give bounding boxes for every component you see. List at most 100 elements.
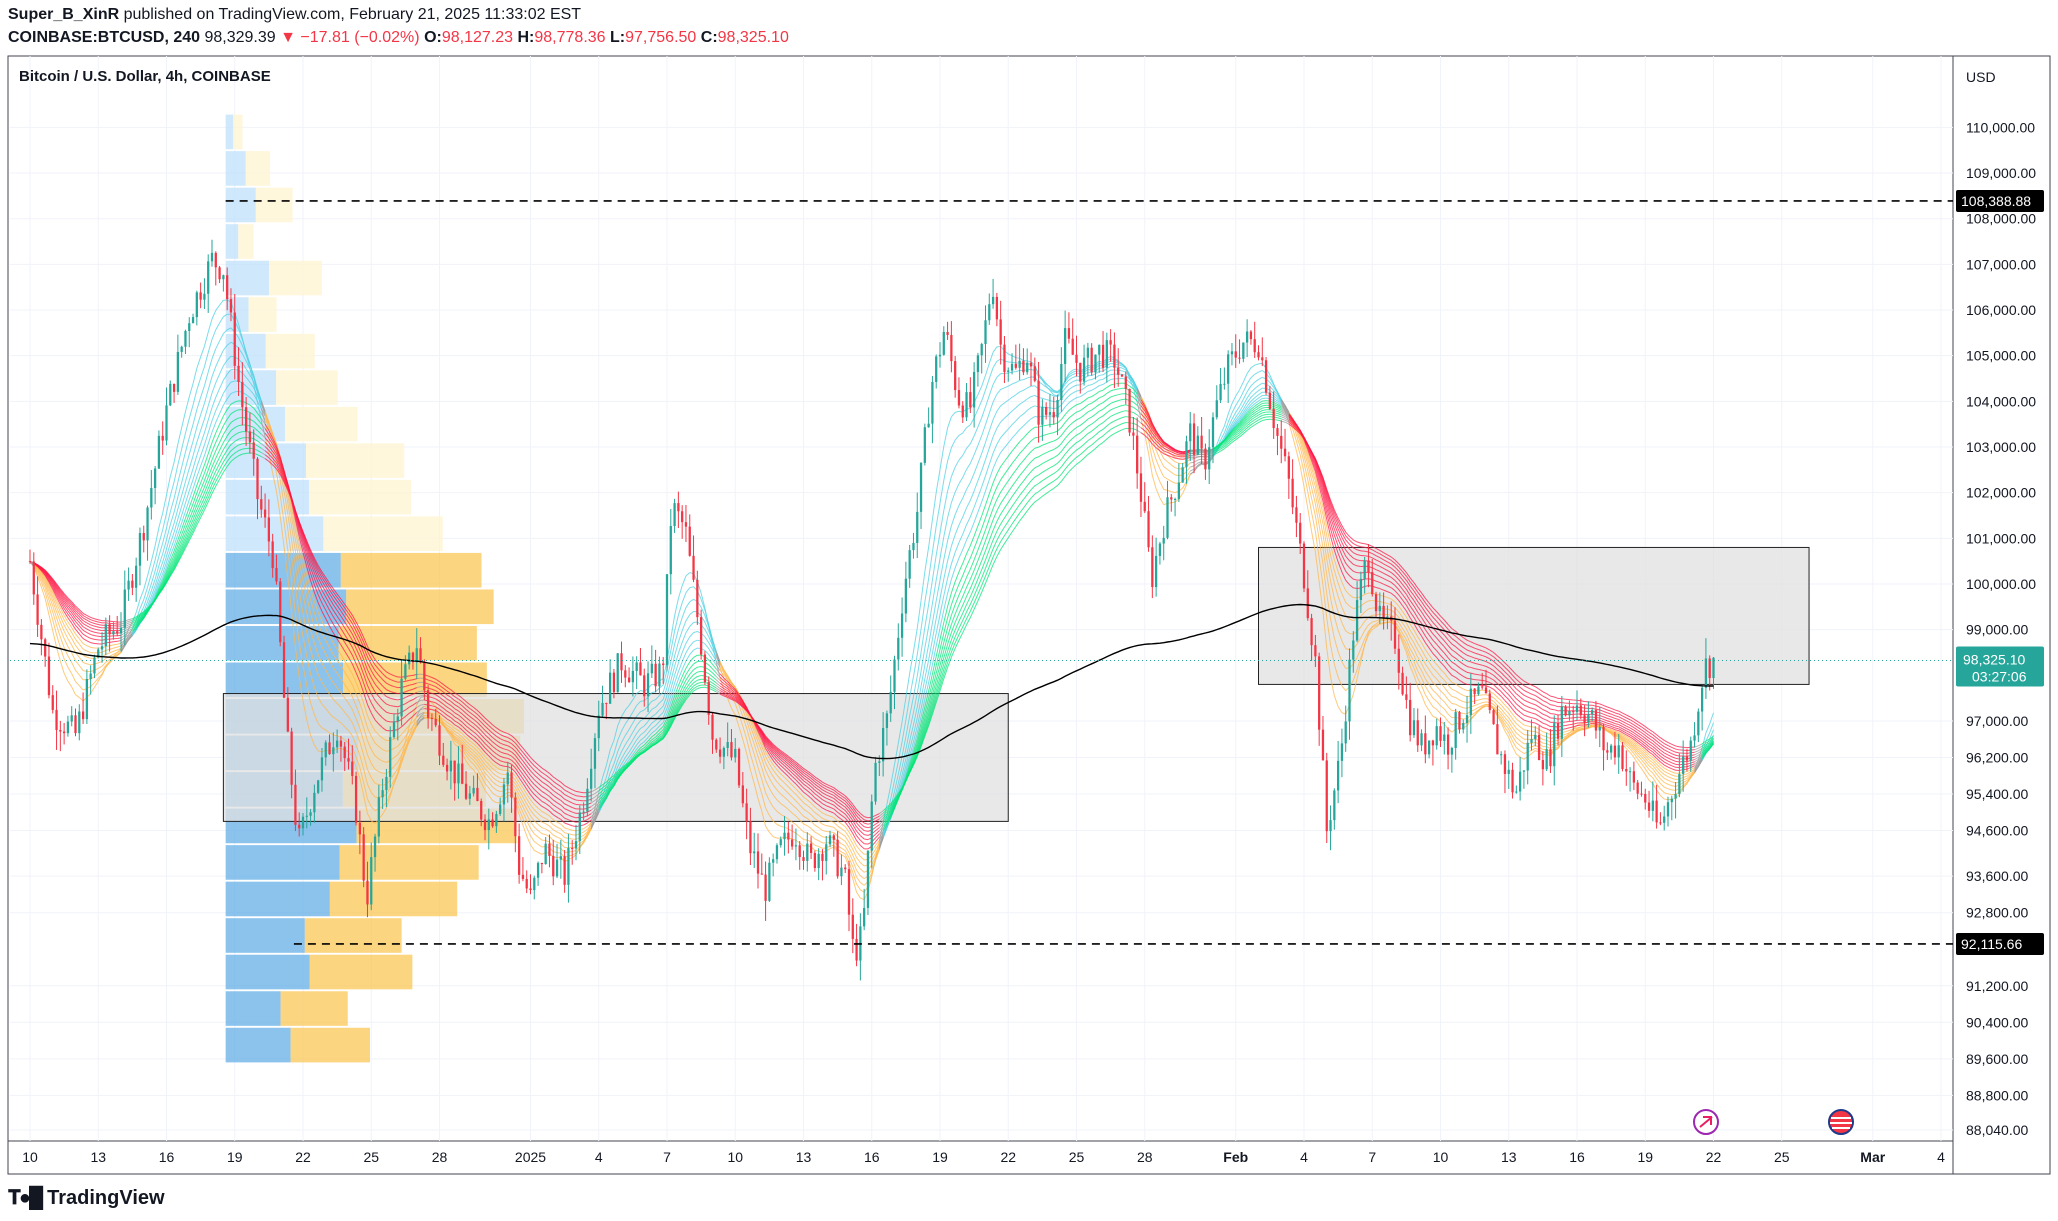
ribbon-segment: [518, 808, 524, 819]
ribbon-segment: [1242, 391, 1248, 400]
ribbon-segment: [283, 504, 289, 530]
ribbon-segment: [203, 332, 209, 347]
ribbon-segment: [52, 601, 58, 613]
ribbon-segment: [1709, 712, 1714, 724]
ribbon-segment: [886, 785, 892, 805]
ribbon-segment: [173, 496, 179, 513]
volume-bar-down: [255, 187, 293, 223]
ribbon-segment: [1330, 676, 1335, 696]
ribbon-segment: [1242, 402, 1248, 410]
ribbon-segment: [351, 755, 357, 768]
ribbon-segment: [1629, 746, 1635, 752]
ribbon-segment: [374, 782, 379, 786]
ribbon-segment: [685, 614, 691, 622]
ribbon-segment: [1262, 404, 1267, 407]
ribbon-segment: [1379, 619, 1384, 622]
ribbon-segment: [909, 651, 914, 674]
ribbon-segment: [461, 746, 467, 753]
ribbon-segment: [1625, 745, 1631, 750]
ribbon-segment: [477, 760, 482, 768]
ribbon-segment: [1167, 461, 1172, 466]
ribbon-segment: [484, 790, 490, 796]
ribbon-segment: [1625, 743, 1631, 748]
ribbon-segment: [101, 657, 107, 662]
ribbon-segment: [647, 692, 653, 698]
ribbon-segment: [1174, 498, 1180, 503]
ribbon-segment: [776, 823, 781, 827]
ribbon-segment: [662, 687, 668, 700]
ribbon-segment: [325, 669, 330, 678]
ribbon-segment: [264, 436, 270, 455]
ribbon-segment: [712, 645, 717, 655]
ribbon-segment: [275, 472, 281, 496]
ribbon-segment: [496, 795, 501, 798]
ribbon-segment: [912, 706, 918, 725]
ribbon-segment: [924, 644, 930, 666]
ribbon-segment: [954, 459, 960, 468]
ribbon-segment: [97, 673, 103, 679]
ribbon-segment: [484, 768, 490, 774]
ribbon-segment: [757, 798, 763, 812]
ribbon-segment: [158, 553, 164, 566]
ribbon-segment: [249, 368, 255, 378]
ribbon-segment: [996, 389, 1002, 395]
ribbon-segment: [477, 757, 482, 764]
ribbon-segment: [617, 751, 622, 761]
ribbon-segment: [666, 661, 672, 680]
ribbon-segment: [480, 762, 486, 769]
ribbon-segment: [150, 579, 156, 592]
ribbon-segment: [871, 860, 877, 873]
ribbon-segment: [40, 574, 46, 583]
ribbon-segment: [749, 741, 755, 755]
ribbon-segment: [666, 671, 672, 688]
ribbon-segment: [291, 539, 296, 568]
ribbon-segment: [647, 700, 653, 707]
ribbon-segment: [1421, 677, 1426, 687]
ribbon-segment: [393, 774, 399, 785]
ribbon-segment: [575, 845, 581, 851]
ribbon-segment: [1641, 768, 1646, 775]
ribbon-segment: [150, 545, 156, 562]
ribbon-segment: [348, 716, 353, 723]
ribbon-segment: [901, 749, 907, 768]
ribbon-segment: [1413, 667, 1419, 679]
ribbon-segment: [1667, 783, 1672, 787]
ribbon-segment: [962, 427, 967, 434]
volume-bar-down: [323, 516, 443, 552]
ribbon-segment: [912, 628, 918, 652]
ribbon-segment: [1239, 399, 1244, 407]
ribbon-segment: [1042, 424, 1047, 427]
ribbon-segment: [1565, 721, 1570, 723]
ribbon-segment: [1417, 657, 1422, 664]
ribbon-segment: [613, 725, 619, 741]
ribbon-segment: [1637, 752, 1642, 758]
ribbon-segment: [1254, 385, 1259, 389]
volume-bar-down: [304, 918, 402, 953]
ribbon-segment: [924, 547, 930, 572]
ribbon-segment: [329, 676, 334, 684]
ribbon-segment: [856, 863, 861, 870]
ribbon-segment: [37, 571, 42, 580]
ribbon-segment: [871, 858, 877, 870]
ribbon-segment: [173, 464, 179, 483]
ribbon-segment: [526, 835, 531, 846]
ribbon-segment: [1614, 734, 1619, 737]
ribbon-segment: [44, 598, 50, 615]
ribbon-segment: [253, 377, 258, 390]
ribbon-segment: [363, 795, 368, 814]
ribbon-segment: [844, 853, 850, 863]
ribbon-segment: [1299, 446, 1305, 463]
ribbon-segment: [1227, 419, 1233, 428]
ribbon-segment: [158, 561, 164, 574]
ribbon-segment: [173, 443, 179, 463]
ribbon-segment: [988, 367, 994, 379]
ribbon-segment: [1197, 463, 1202, 466]
ribbon-segment: [97, 670, 103, 675]
ribbon-segment: [147, 561, 152, 577]
author-name[interactable]: Super_B_XinR: [8, 6, 120, 23]
ribbon-segment: [1478, 702, 1483, 705]
ribbon-segment: [1311, 531, 1316, 553]
ribbon-segment: [370, 791, 376, 798]
ribbon-segment: [677, 642, 683, 654]
